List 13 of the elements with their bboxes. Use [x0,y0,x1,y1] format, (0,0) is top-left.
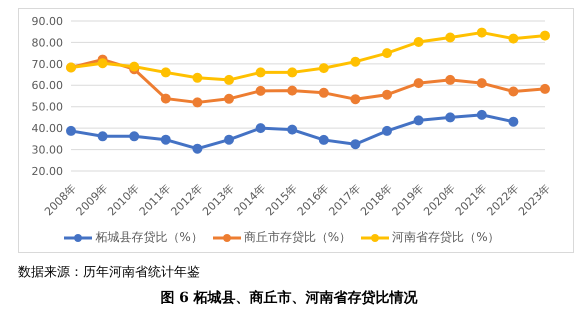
source-note: 数据来源：历年河南省统计年鉴 [18,264,201,281]
y-tick-label: 30.00 [32,143,63,156]
y-tick-label: 50.00 [32,100,63,114]
legend-label: 河南省存贷比（%） [392,229,500,246]
y-tick-label: 70.00 [32,58,63,71]
legend-label: 商丘市存贷比（%） [244,229,352,246]
legend-label: 柘城县存贷比（%） [95,229,203,246]
y-tick-label: 80.00 [32,36,63,50]
y-tick-label: 40.00 [32,122,63,136]
text: 图 6 柘城县、商丘市、河南省存贷比情况 [159,289,419,307]
y-tick-label: 20.00 [32,164,63,178]
y-tick-label: 90.00 [32,14,63,28]
y-tick-label: 60.00 [32,79,63,92]
